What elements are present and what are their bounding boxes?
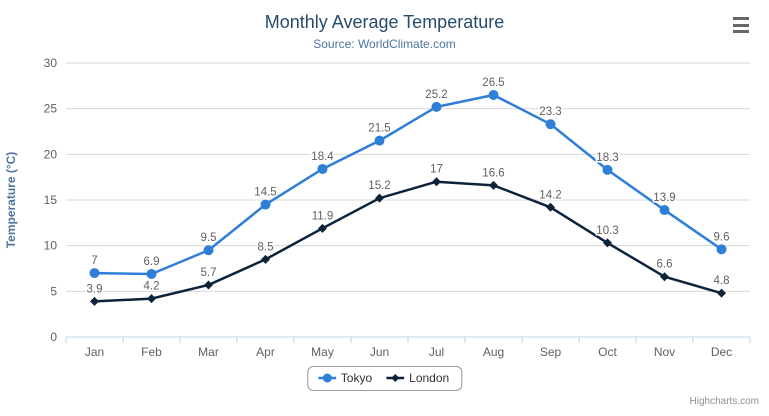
legend-item-tokyo[interactable]: Tokyo: [317, 371, 373, 385]
data-point-london-aug[interactable]: [489, 180, 498, 190]
series-line-london[interactable]: [93, 180, 723, 303]
data-point-london-apr[interactable]: [261, 254, 270, 264]
y-axis-title: Temperature (°C): [4, 152, 18, 249]
data-point-tokyo-mar[interactable]: [203, 245, 214, 256]
data-label: 16.6: [482, 167, 504, 179]
data-point-tokyo-sep[interactable]: [545, 119, 556, 130]
data-label: 3.9: [87, 283, 103, 295]
y-axis-tick-label: 15: [44, 193, 58, 207]
data-point-tokyo-apr[interactable]: [260, 199, 271, 210]
hamburger-icon: [733, 30, 749, 33]
data-point-london-may[interactable]: [318, 223, 327, 233]
data-label: 4.2: [144, 281, 160, 293]
data-label: 17: [430, 164, 443, 176]
data-label: 18.3: [596, 152, 618, 164]
data-point-tokyo-jan[interactable]: [89, 268, 100, 279]
data-label: 6.9: [144, 256, 160, 268]
data-label: 13.9: [653, 192, 675, 204]
y-axis-tick-label: 30: [44, 56, 58, 70]
x-axis-category-label: Feb: [141, 345, 162, 359]
x-axis-category-label: Nov: [654, 345, 675, 359]
x-axis-category-label: May: [311, 345, 334, 359]
chart-title: Monthly Average Temperature: [264, 12, 505, 32]
data-point-tokyo-oct[interactable]: [602, 164, 613, 175]
y-axis-tick-label: 20: [44, 147, 58, 161]
data-label: 9.6: [714, 231, 730, 243]
data-point-london-feb[interactable]: [147, 294, 156, 304]
data-label: 9.5: [201, 232, 217, 244]
y-axis-tick-label: 5: [50, 284, 57, 298]
data-label: 26.5: [482, 77, 504, 89]
hamburger-icon: [733, 23, 749, 27]
x-axis-category-label: Dec: [711, 345, 732, 359]
data-point-tokyo-nov[interactable]: [659, 205, 670, 216]
data-point-london-dec[interactable]: [717, 288, 726, 298]
x-axis-category-label: Aug: [483, 345, 504, 359]
x-axis-category-label: Jul: [429, 345, 444, 359]
x-axis-category-label: Jan: [85, 345, 104, 359]
data-point-london-jun[interactable]: [375, 193, 384, 203]
data-label: 6.6: [657, 259, 673, 271]
legend-marker-diamond-icon: [386, 374, 405, 382]
y-axis-tick-label: 25: [44, 102, 58, 116]
legend: Tokyo London: [306, 366, 463, 391]
data-point-tokyo-may[interactable]: [317, 163, 328, 174]
series-tokyo: 7 6.9 9.5 14.5 18.4 21.5 25.2 26.5 23.3 18.3 13.9 9…: [89, 75, 731, 279]
data-point-tokyo-aug[interactable]: [488, 89, 499, 100]
data-label: 25.2: [425, 89, 447, 101]
data-point-london-nov[interactable]: [660, 272, 669, 282]
data-label: 23.3: [539, 106, 561, 118]
data-label: 14.2: [539, 189, 561, 201]
chart-subtitle: Source: WorldClimate.com: [313, 37, 456, 51]
data-point-tokyo-jul[interactable]: [431, 101, 442, 112]
credits-link[interactable]: Highcharts.com: [689, 396, 759, 407]
legend-symbol-marker[interactable]: [391, 374, 400, 382]
series-line-tokyo[interactable]: [93, 93, 723, 276]
data-label: 15.2: [368, 180, 390, 192]
data-label: 21.5: [368, 123, 390, 135]
x-axis-category-label: Apr: [256, 345, 275, 359]
data-label: 18.4: [311, 151, 334, 163]
data-label: 11.9: [312, 210, 334, 222]
data-point-tokyo-dec[interactable]: [716, 244, 727, 255]
data-point-tokyo-jun[interactable]: [374, 135, 385, 146]
x-axis-category-label: Jun: [370, 345, 389, 359]
x-axis-category-label: Sep: [540, 345, 562, 359]
data-point-tokyo-feb[interactable]: [146, 268, 157, 279]
data-label: 5.7: [201, 267, 217, 279]
data-label: 14.5: [254, 187, 276, 199]
data-label: 4.8: [714, 275, 730, 287]
data-label: 8.5: [258, 241, 274, 253]
legend-label: London: [409, 371, 450, 385]
x-axis-category-label: Mar: [198, 345, 219, 359]
y-axis-tick-label: 0: [50, 330, 57, 344]
data-point-london-jan[interactable]: [90, 296, 99, 306]
data-point-london-oct[interactable]: [603, 238, 612, 248]
data-label: 7: [91, 255, 97, 267]
y-axis-tick-label: 10: [44, 239, 58, 253]
legend-item-london[interactable]: London: [386, 371, 449, 385]
x-axis-category-label: Oct: [598, 345, 617, 359]
data-point-london-mar[interactable]: [204, 280, 213, 290]
data-point-london-sep[interactable]: [546, 202, 555, 212]
data-point-london-jul[interactable]: [432, 177, 441, 187]
legend-marker-circle-icon: [317, 373, 336, 383]
hamburger-icon: [733, 17, 749, 20]
legend-label: Tokyo: [340, 371, 373, 385]
legend-symbol-marker[interactable]: [322, 373, 332, 383]
series-london: 3.9 4.2 5.7 8.5 11.9 15.2 17 16.6 14.2 10.3 6.6 4.8: [85, 162, 731, 306]
context-menu-button[interactable]: [731, 16, 751, 34]
data-label: 10.3: [596, 225, 618, 237]
